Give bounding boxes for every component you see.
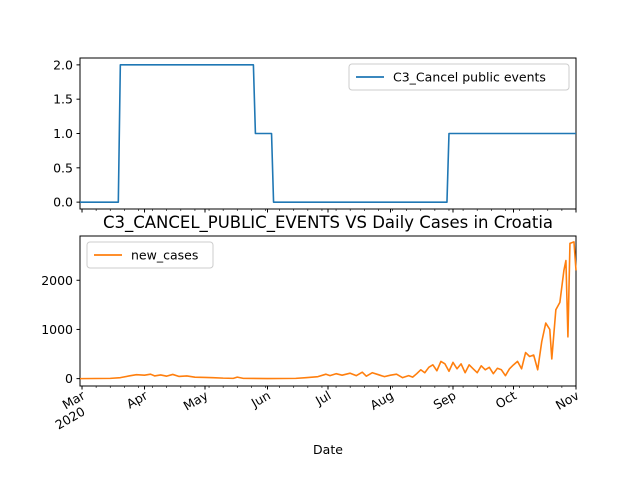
bottom-y-tick-label: 2000 [41,273,73,288]
top-legend-box [348,63,570,91]
chart-title: C3_CANCEL_PUBLIC_EVENTS VS Daily Cases i… [103,213,553,233]
bottom-y-axis: 0 1000 2000 [41,273,80,386]
x-tick-label-nov: Nov [553,387,582,412]
x-tick-label-aug: Aug [367,388,396,413]
x-tick-label-oct: Oct [493,388,519,412]
bottom-legend-label: new_cases [131,248,198,263]
bottom-y-tick-label: 0 [65,371,73,386]
bottom-legend: new_cases [86,241,214,269]
top-series-line-0 [80,64,576,203]
top-legend-label: C3_Cancel public events [393,70,546,85]
top-series-group [80,64,576,203]
x-tick-label-jul: Jul [312,388,333,409]
x-tick-label-jun: Jun [248,388,273,411]
x-tick-label-may: May [181,387,211,413]
bottom-legend-box [86,241,214,269]
x-axis-label: Date [313,442,343,457]
top-y-tick-label: 0.5 [53,160,73,175]
top-y-tick-label: 1.5 [53,92,73,107]
top-y-tick-label: 1.0 [53,126,73,141]
top-x-axis [81,209,577,213]
top-y-tick-label: 2.0 [53,57,73,72]
top-y-axis: 0.0 0.5 1.0 1.5 2.0 [53,57,80,210]
bottom-series-group [79,241,577,380]
bottom-series-line-0 [79,241,577,380]
top-plot: 0.0 0.5 1.0 1.5 2.0 C3_Cancel public events [53,57,577,213]
top-y-tick-label: 0.0 [53,195,73,210]
top-legend: C3_Cancel public events [348,63,570,91]
x-tick-label-apr: Apr [124,387,151,411]
bottom-y-tick-label: 1000 [41,322,73,337]
x-tick-label-sep: Sep [431,388,459,413]
